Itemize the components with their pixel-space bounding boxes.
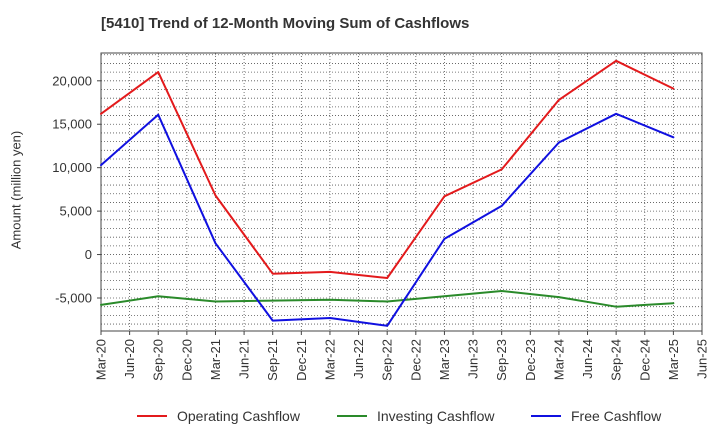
x-tick-label: Jun-22 xyxy=(351,339,366,379)
y-tick-label: 10,000 xyxy=(52,160,92,175)
legend-item-investing: Investing Cashflow xyxy=(337,406,495,426)
x-tick-label: Jun-24 xyxy=(580,339,595,379)
legend-swatch-investing xyxy=(337,415,367,417)
x-tick-label: Sep-20 xyxy=(151,339,166,381)
legend-label-operating: Operating Cashflow xyxy=(177,408,300,424)
series-line-investing xyxy=(100,290,675,308)
x-tick-label: Jun-25 xyxy=(695,339,710,379)
x-tick-label: Mar-21 xyxy=(208,339,223,380)
chart-title: [5410] Trend of 12-Month Moving Sum of C… xyxy=(101,15,470,32)
x-tick-label: Sep-21 xyxy=(265,339,280,381)
x-tick-label: Sep-22 xyxy=(380,339,395,381)
plot-area xyxy=(101,53,702,331)
x-tick-label: Dec-21 xyxy=(294,339,309,381)
legend-item-free: Free Cashflow xyxy=(531,406,661,426)
x-tick-label: Dec-23 xyxy=(523,339,538,381)
x-tick-label: Sep-24 xyxy=(609,339,624,381)
x-tick-label: Jun-23 xyxy=(466,339,481,379)
x-tick-label: Sep-23 xyxy=(494,339,509,381)
line-chart: -5,000 0 5,000 10,000 15,000 20,000 Mar-20 Jun-… xyxy=(52,52,710,381)
y-tick-label: 15,000 xyxy=(52,117,92,132)
x-tick-label: Mar-24 xyxy=(551,339,566,380)
legend-label-free: Free Cashflow xyxy=(571,408,662,424)
legend-item-operating: Operating Cashflow xyxy=(137,406,300,426)
plot-frame xyxy=(100,52,703,332)
series-line-free xyxy=(100,112,675,327)
x-tick-label: Mar-25 xyxy=(666,339,681,380)
x-tick-label: Dec-24 xyxy=(637,339,652,381)
x-tick-label: Dec-20 xyxy=(179,339,194,381)
legend-swatch-free xyxy=(531,415,561,417)
x-tick-label: Jun-21 xyxy=(237,339,252,379)
x-tick-label: Mar-20 xyxy=(94,339,109,380)
x-tick-label: Jun-20 xyxy=(122,339,137,379)
x-tick-label: Mar-23 xyxy=(437,339,452,380)
y-tick-label: 5,000 xyxy=(59,204,92,219)
series-line-operating xyxy=(100,59,675,279)
y-tick-label: -5,000 xyxy=(55,290,92,305)
y-tick-label: 20,000 xyxy=(52,73,92,88)
legend-swatch-operating xyxy=(137,415,167,417)
legend-label-investing: Investing Cashflow xyxy=(377,408,495,424)
y-tick-label: 0 xyxy=(85,247,92,262)
legend: Operating Cashflow Investing Cashflow Fr… xyxy=(0,406,720,426)
x-tick-label: Dec-22 xyxy=(408,339,423,381)
x-tick-label: Mar-22 xyxy=(322,339,337,380)
